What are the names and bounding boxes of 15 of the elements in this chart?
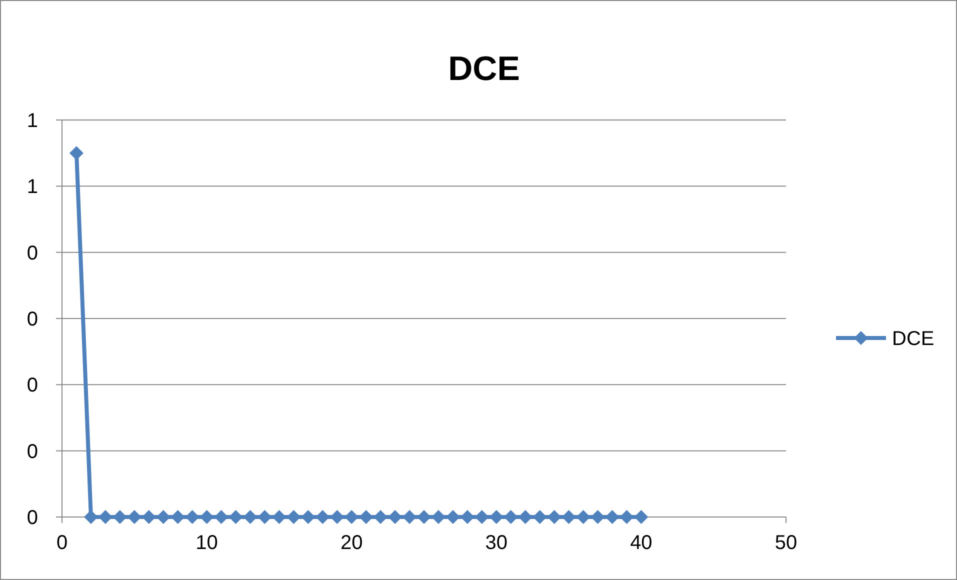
y-tick-label: 0 xyxy=(26,242,38,264)
x-tick-label: 50 xyxy=(774,532,798,554)
y-tick-label: 1 xyxy=(26,176,38,198)
y-tick-label: 0 xyxy=(26,374,38,397)
x-tick-label: 20 xyxy=(340,532,363,554)
y-tick-label: 0 xyxy=(26,440,38,463)
chart-title: DCE xyxy=(448,50,520,88)
x-tick-label: 10 xyxy=(196,532,218,554)
x-tick-label: 30 xyxy=(485,532,508,554)
y-tick-label: 0 xyxy=(26,308,38,330)
x-tick-label: 40 xyxy=(630,532,652,554)
legend-label: DCE xyxy=(892,328,934,350)
y-tick-label: 1 xyxy=(26,110,38,132)
y-tick-label: 0 xyxy=(26,507,38,529)
x-tick-label: 0 xyxy=(56,532,68,554)
